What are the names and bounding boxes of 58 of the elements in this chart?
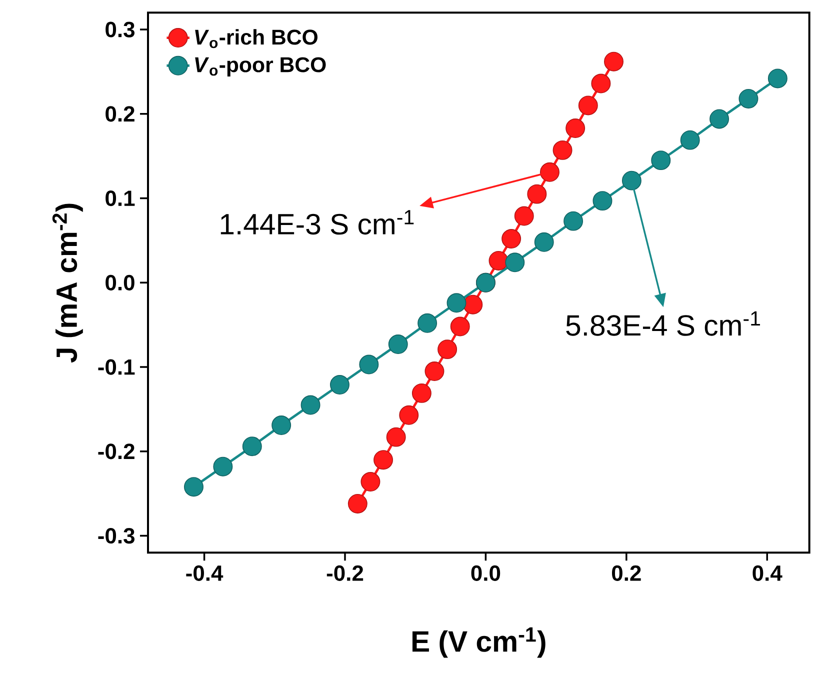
point <box>488 250 508 270</box>
point <box>450 316 470 336</box>
point <box>374 450 393 470</box>
point <box>386 427 406 447</box>
annotation: 5.83E-4 S cm$^{-1}$ <box>566 311 760 336</box>
x-tick-label: 0.2 <box>612 565 641 581</box>
point <box>514 206 534 226</box>
point <box>399 405 419 425</box>
point <box>502 229 522 249</box>
x-tick-label: 0.0 <box>471 565 500 581</box>
point <box>651 150 671 170</box>
point <box>360 472 380 492</box>
point <box>578 96 598 116</box>
legend-label: V$_{o}$-poor BCO <box>195 57 326 77</box>
point <box>438 340 458 360</box>
point <box>242 436 262 456</box>
point <box>566 118 586 138</box>
point <box>622 170 642 190</box>
point <box>446 293 466 313</box>
y-axis-title: J (mA cm$^{-2}$) <box>52 204 83 363</box>
point <box>184 477 204 497</box>
y-tick-label: 0.1 <box>106 190 135 206</box>
point <box>680 130 700 150</box>
point <box>505 252 525 272</box>
point <box>592 191 612 211</box>
point <box>738 88 758 108</box>
y-tick-label: 0.2 <box>106 106 134 122</box>
x-tick-label: -0.2 <box>326 565 364 581</box>
point <box>710 109 730 129</box>
y-tick-label: -0.3 <box>98 528 134 544</box>
point <box>591 74 611 94</box>
point <box>359 354 379 374</box>
point <box>540 162 560 182</box>
point <box>604 52 624 72</box>
y-tick-label: -0.1 <box>98 359 135 375</box>
point <box>527 184 547 204</box>
point <box>463 294 483 314</box>
legend-label: V$_{o}$-rich BCO <box>195 29 318 48</box>
point <box>330 375 350 394</box>
x-tick-label: 0.4 <box>752 565 782 581</box>
y-tick-label: 0.0 <box>106 274 134 290</box>
point <box>412 383 432 403</box>
point <box>418 313 438 333</box>
y-tick-label: 0.3 <box>106 22 134 38</box>
point <box>300 395 320 415</box>
point <box>534 232 554 252</box>
point <box>564 211 584 231</box>
point <box>424 362 444 381</box>
point <box>768 68 788 88</box>
point <box>388 334 408 354</box>
point <box>213 456 233 476</box>
point <box>552 140 572 160</box>
point <box>272 416 292 435</box>
point <box>348 494 368 514</box>
y-tick-label: -0.2 <box>98 444 134 460</box>
x-axis-title: E (V cm$^{-1}$) <box>412 627 546 658</box>
annotation: 1.44E-3 S cm$^{-1}$ <box>220 210 414 235</box>
x-tick-label: -0.4 <box>186 565 224 581</box>
